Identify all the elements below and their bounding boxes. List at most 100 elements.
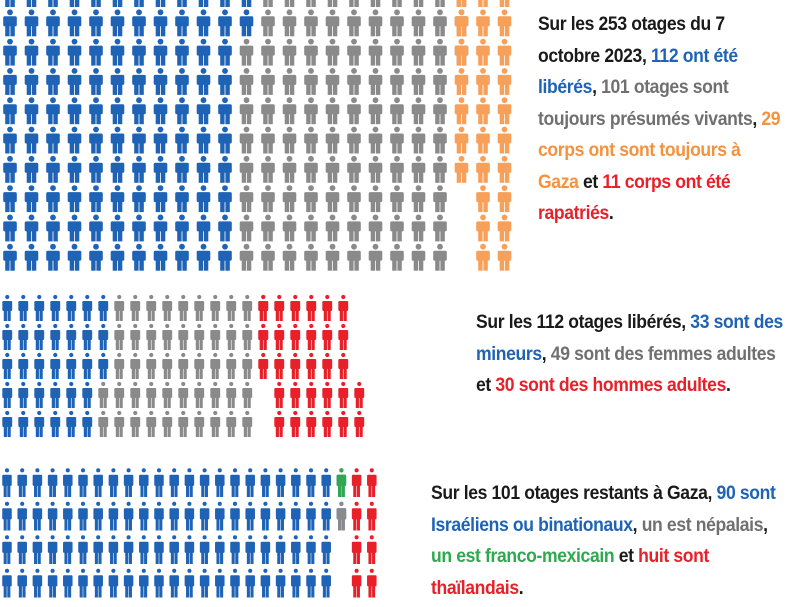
person-icon: [194, 410, 205, 437]
pictogram-remaining-hostages: [2, 468, 377, 598]
person-icon: [242, 381, 253, 408]
person-icon: [242, 294, 253, 321]
person-icon: [199, 568, 210, 598]
person-icon: [3, 185, 17, 213]
person-icon: [497, 68, 512, 95]
person-icon: [123, 468, 134, 497]
person-icon: [153, 9, 168, 37]
person-icon: [155, 0, 166, 7]
person-icon: [2, 323, 13, 350]
person-icon: [98, 294, 109, 321]
person-icon: [325, 126, 340, 154]
person-icon: [175, 243, 189, 271]
person-icon: [67, 68, 82, 95]
person-icon: [46, 9, 60, 37]
person-icon: [178, 381, 189, 408]
person-icon: [261, 155, 275, 183]
person-icon: [321, 468, 331, 497]
person-icon: [476, 97, 490, 125]
person-icon: [390, 97, 404, 125]
person-icon: [290, 381, 301, 408]
person-icon: [93, 501, 103, 531]
person-icon: [226, 381, 237, 408]
person-icon: [69, 0, 80, 7]
person-icon: [242, 352, 253, 379]
person-icon: [110, 97, 125, 125]
person-icon: [390, 155, 404, 183]
person-icon: [153, 97, 168, 125]
person-icon: [178, 410, 189, 437]
person-icon: [17, 568, 27, 598]
person-icon: [17, 501, 27, 531]
person-icon: [411, 214, 426, 242]
person-icon: [291, 501, 301, 531]
person-icon: [282, 9, 297, 37]
person-icon: [306, 501, 316, 531]
person-icon: [2, 410, 13, 437]
person-icon: [194, 381, 205, 408]
person-icon: [258, 352, 269, 379]
person-icon: [210, 294, 221, 321]
person-icon: [245, 501, 255, 531]
person-icon: [184, 568, 195, 598]
person-icon: [198, 0, 209, 7]
person-icon: [476, 214, 490, 242]
person-icon: [18, 381, 29, 408]
person-icon: [130, 381, 141, 408]
person-icon: [175, 155, 189, 183]
person-icon: [132, 9, 146, 37]
person-icon: [261, 9, 275, 37]
caption-run: ,: [541, 342, 551, 365]
person-icon: [175, 68, 189, 95]
person-icon: [18, 410, 29, 437]
person-icon: [370, 0, 381, 7]
person-icon: [123, 568, 134, 598]
person-icon: [82, 352, 93, 379]
person-icon: [48, 0, 58, 7]
person-icon: [456, 0, 467, 7]
person-icon: [476, 243, 490, 271]
person-icon: [454, 68, 469, 95]
person-icon: [411, 97, 426, 125]
caption-run: 11 corps ont été rapatriés: [538, 170, 731, 225]
person-icon: [433, 214, 447, 242]
person-icon: [282, 38, 297, 66]
person-icon: [351, 468, 362, 497]
person-icon: [78, 501, 88, 531]
person-icon: [132, 68, 146, 95]
caption-run: et: [476, 374, 496, 396]
person-icon: [325, 155, 340, 183]
person-icon: [132, 38, 146, 66]
person-icon: [175, 185, 189, 213]
person-icon: [17, 535, 27, 564]
person-icon: [67, 97, 82, 125]
person-icon: [177, 0, 187, 7]
person-icon: [274, 352, 285, 379]
person-icon: [230, 501, 240, 531]
person-icon: [210, 381, 221, 408]
person-icon: [210, 323, 221, 350]
person-icon: [108, 568, 119, 598]
person-icon: [321, 535, 331, 564]
person-icon: [304, 9, 318, 37]
person-icon: [454, 9, 469, 37]
person-icon: [3, 97, 17, 125]
person-icon: [2, 501, 12, 531]
person-icon: [146, 381, 157, 408]
person-icon: [239, 214, 254, 242]
person-icon: [218, 155, 232, 183]
caption-remaining-hostages: Sur les 101 otages restants à Gaza, 90 s…: [431, 478, 791, 604]
person-icon: [196, 214, 211, 242]
person-icon: [67, 155, 82, 183]
person-icon: [274, 410, 285, 437]
person-icon: [322, 410, 333, 437]
caption-run: 90 sont Israéliens ou binationaux: [431, 482, 776, 536]
person-icon: [321, 568, 331, 598]
person-icon: [108, 468, 119, 497]
caption-released-hostages: Sur les 112 otages libérés, 33 sont des …: [476, 307, 789, 402]
person-icon: [110, 214, 125, 242]
person-icon: [263, 0, 273, 7]
person-icon: [153, 126, 168, 154]
person-icon: [306, 381, 317, 408]
person-icon: [454, 126, 469, 154]
